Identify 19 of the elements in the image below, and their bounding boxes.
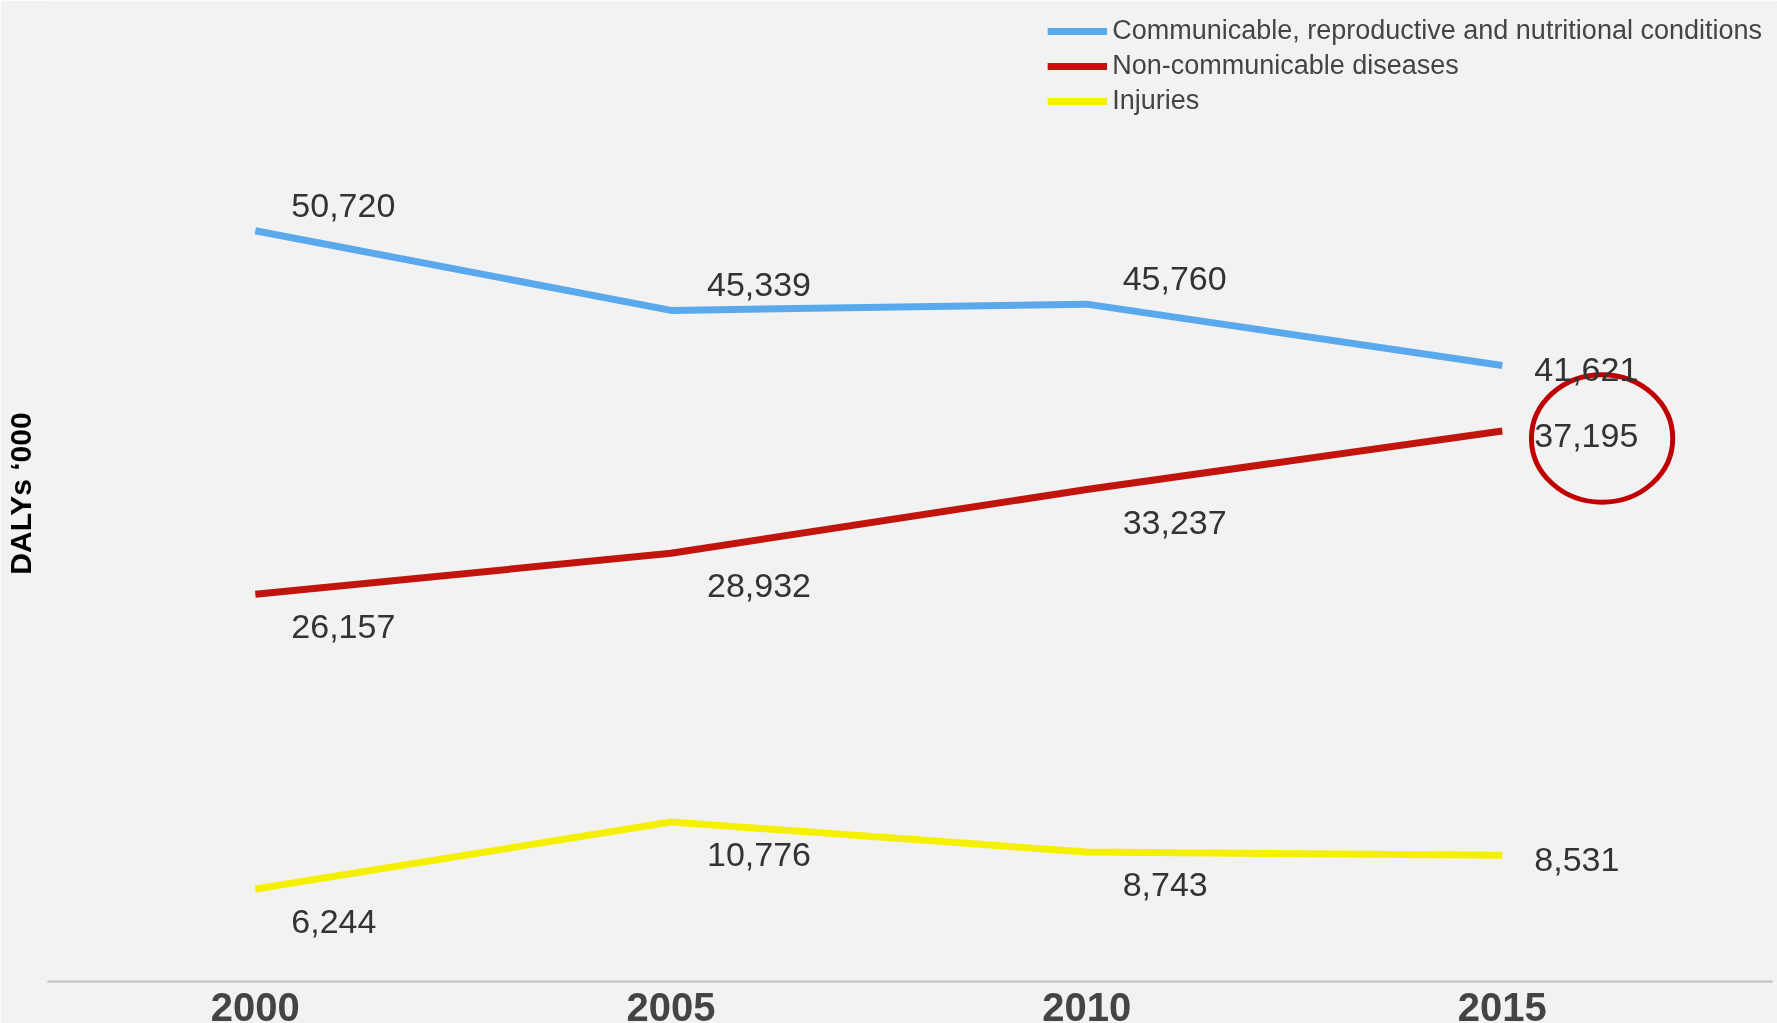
x-tick-label: 2010 — [1042, 984, 1132, 1023]
legend-label: Communicable, reproductive and nutritional conditions — [1112, 15, 1762, 46]
legend-label: Injuries — [1112, 85, 1200, 116]
data-label: 50,720 — [291, 185, 396, 224]
data-label: 45,339 — [706, 265, 811, 304]
data-label: 8,531 — [1534, 840, 1620, 879]
x-tick-label: 2000 — [210, 984, 300, 1023]
data-label: 10,776 — [706, 834, 811, 873]
x-tick-label: 2005 — [626, 984, 716, 1023]
data-label: 33,237 — [1122, 502, 1227, 541]
data-label: 8,743 — [1122, 865, 1208, 904]
data-label: 45,760 — [1122, 259, 1227, 298]
y-axis-title: DALYs ‘000 — [3, 412, 37, 575]
x-tick-label: 2015 — [1457, 984, 1547, 1023]
data-label: 28,932 — [706, 566, 811, 605]
data-label: 6,244 — [291, 902, 377, 941]
legend-label: Non-communicable diseases — [1112, 50, 1459, 81]
data-label: 37,195 — [1534, 415, 1639, 454]
data-label: 26,157 — [291, 607, 396, 646]
